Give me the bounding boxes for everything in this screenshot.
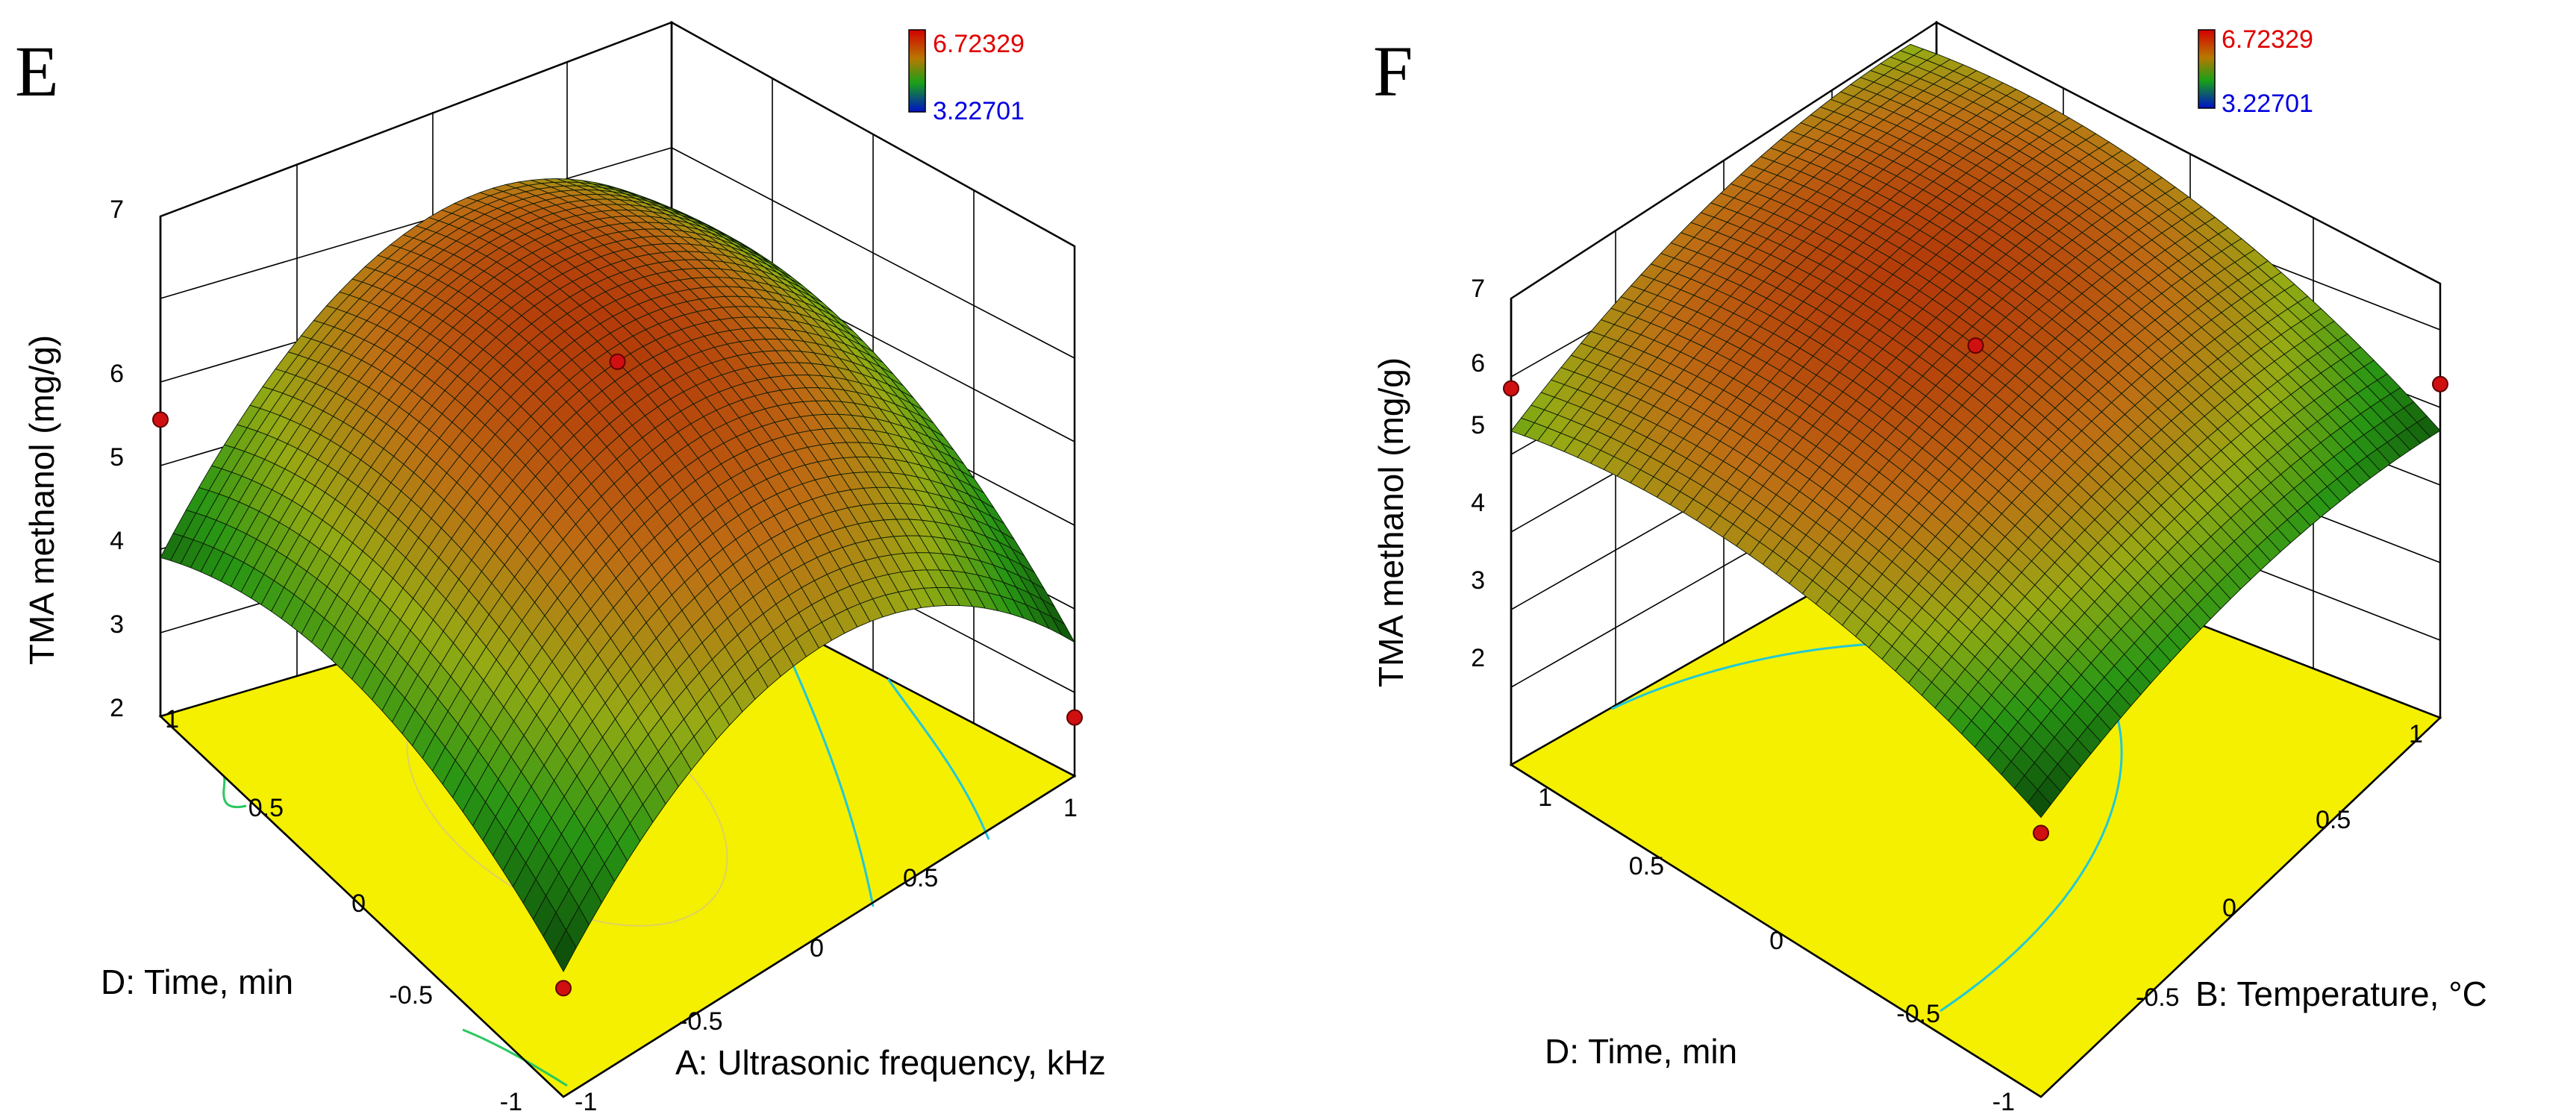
y-tick-labels: -1 -0.5 0 0.5 1: [1538, 783, 2015, 1116]
x-tick-label: 1: [1063, 794, 1078, 822]
y-tick-label: 0: [1769, 927, 1783, 955]
x-tick-labels: -0.5 0 0.5 1: [2136, 720, 2423, 1012]
x-tick-label: -1: [575, 1088, 597, 1116]
response-surface: [160, 178, 1076, 972]
y-tick-labels: -1 -0.5 0 0.5 1: [165, 705, 522, 1116]
z-tick-label: 6: [1471, 349, 1485, 378]
z-tick-label: 6: [110, 360, 124, 388]
z-tick-label: 4: [110, 527, 124, 555]
color-legend: 6.72329 3.22701: [2198, 25, 2313, 118]
y-tick-label: 0.5: [248, 794, 284, 822]
front-edge-right: [2040, 717, 2441, 1098]
z-tick-label: 2: [1471, 644, 1485, 672]
design-point: [152, 411, 169, 428]
design-point: [1967, 337, 1984, 354]
y-tick-label: -1: [500, 1088, 522, 1116]
y-tick-label: 0: [351, 889, 366, 918]
y-axis-title: D: Time, min: [1545, 1032, 1737, 1071]
z-axis-title: TMA methanol (mg/g): [1372, 357, 1410, 687]
chart-panel-e: E: [15, 20, 1106, 1116]
z-tick-label: 7: [110, 195, 124, 224]
z-tick-labels: 2 3 4 5 6 7: [1471, 275, 1485, 672]
legend-color-bar: [908, 29, 926, 113]
panel-label: F: [1373, 31, 1413, 111]
design-point: [1066, 709, 1083, 726]
legend-max-value: 6.72329: [2222, 25, 2313, 54]
design-point: [2033, 825, 2049, 842]
design-point: [609, 353, 626, 370]
z-tick-label: 3: [1471, 566, 1485, 595]
z-tick-label: 7: [1471, 275, 1485, 303]
response-surface: [1510, 43, 2441, 819]
x-tick-label: -0.5: [679, 1007, 723, 1036]
surface-facet: [552, 929, 577, 972]
chart-panel-f: F 2: [1372, 20, 2487, 1116]
y-tick-label: 1: [165, 705, 179, 733]
legend-min-value: 3.22701: [933, 97, 1025, 125]
x-tick-label: -0.5: [2136, 983, 2180, 1012]
design-points: [152, 353, 1083, 997]
design-point: [555, 980, 572, 997]
z-tick-labels: 2 3 4 5 6 7: [110, 195, 124, 722]
surface-facet: [2027, 789, 2051, 819]
legend-color-bar: [2198, 29, 2216, 109]
x-tick-labels: -1 -0.5 0 0.5 1: [575, 794, 1078, 1116]
x-tick-label: 0.5: [2316, 806, 2351, 834]
x-axis-title: A: Ultrasonic frequency, kHz: [675, 1043, 1106, 1082]
color-legend: 6.72329 3.22701: [908, 29, 1025, 125]
z-tick-label: 4: [1471, 489, 1485, 517]
front-edge-left: [1510, 763, 2042, 1098]
x-tick-label: 0: [2222, 894, 2236, 922]
design-point: [2432, 375, 2448, 392]
front-edge-left: [160, 716, 564, 1098]
y-tick-label: -0.5: [389, 981, 433, 1010]
y-tick-label: 1: [1538, 783, 1552, 812]
z-axis-title: TMA methanol (mg/g): [22, 335, 61, 665]
design-point: [1503, 380, 1519, 397]
front-edge-right: [563, 775, 1075, 1098]
z-tick-label: 2: [110, 694, 124, 722]
x-tick-label: 1: [2409, 720, 2423, 748]
y-axis-title: D: Time, min: [101, 963, 293, 1001]
y-tick-label: -0.5: [1896, 1000, 1940, 1028]
legend-max-value: 6.72329: [933, 30, 1025, 58]
legend-min-value: 3.22701: [2222, 90, 2313, 118]
z-tick-label: 5: [110, 443, 124, 472]
design-points: [1503, 337, 2448, 842]
z-tick-label: 5: [1471, 411, 1485, 439]
panel-label: E: [15, 31, 59, 111]
x-tick-label: 0.5: [903, 864, 938, 892]
z-tick-label: 3: [110, 610, 124, 639]
y-tick-label: -1: [1992, 1088, 2015, 1116]
x-tick-label: 0: [810, 934, 824, 963]
x-axis-title: B: Temperature, °C: [2195, 974, 2487, 1013]
y-tick-label: 0.5: [1629, 852, 1664, 880]
